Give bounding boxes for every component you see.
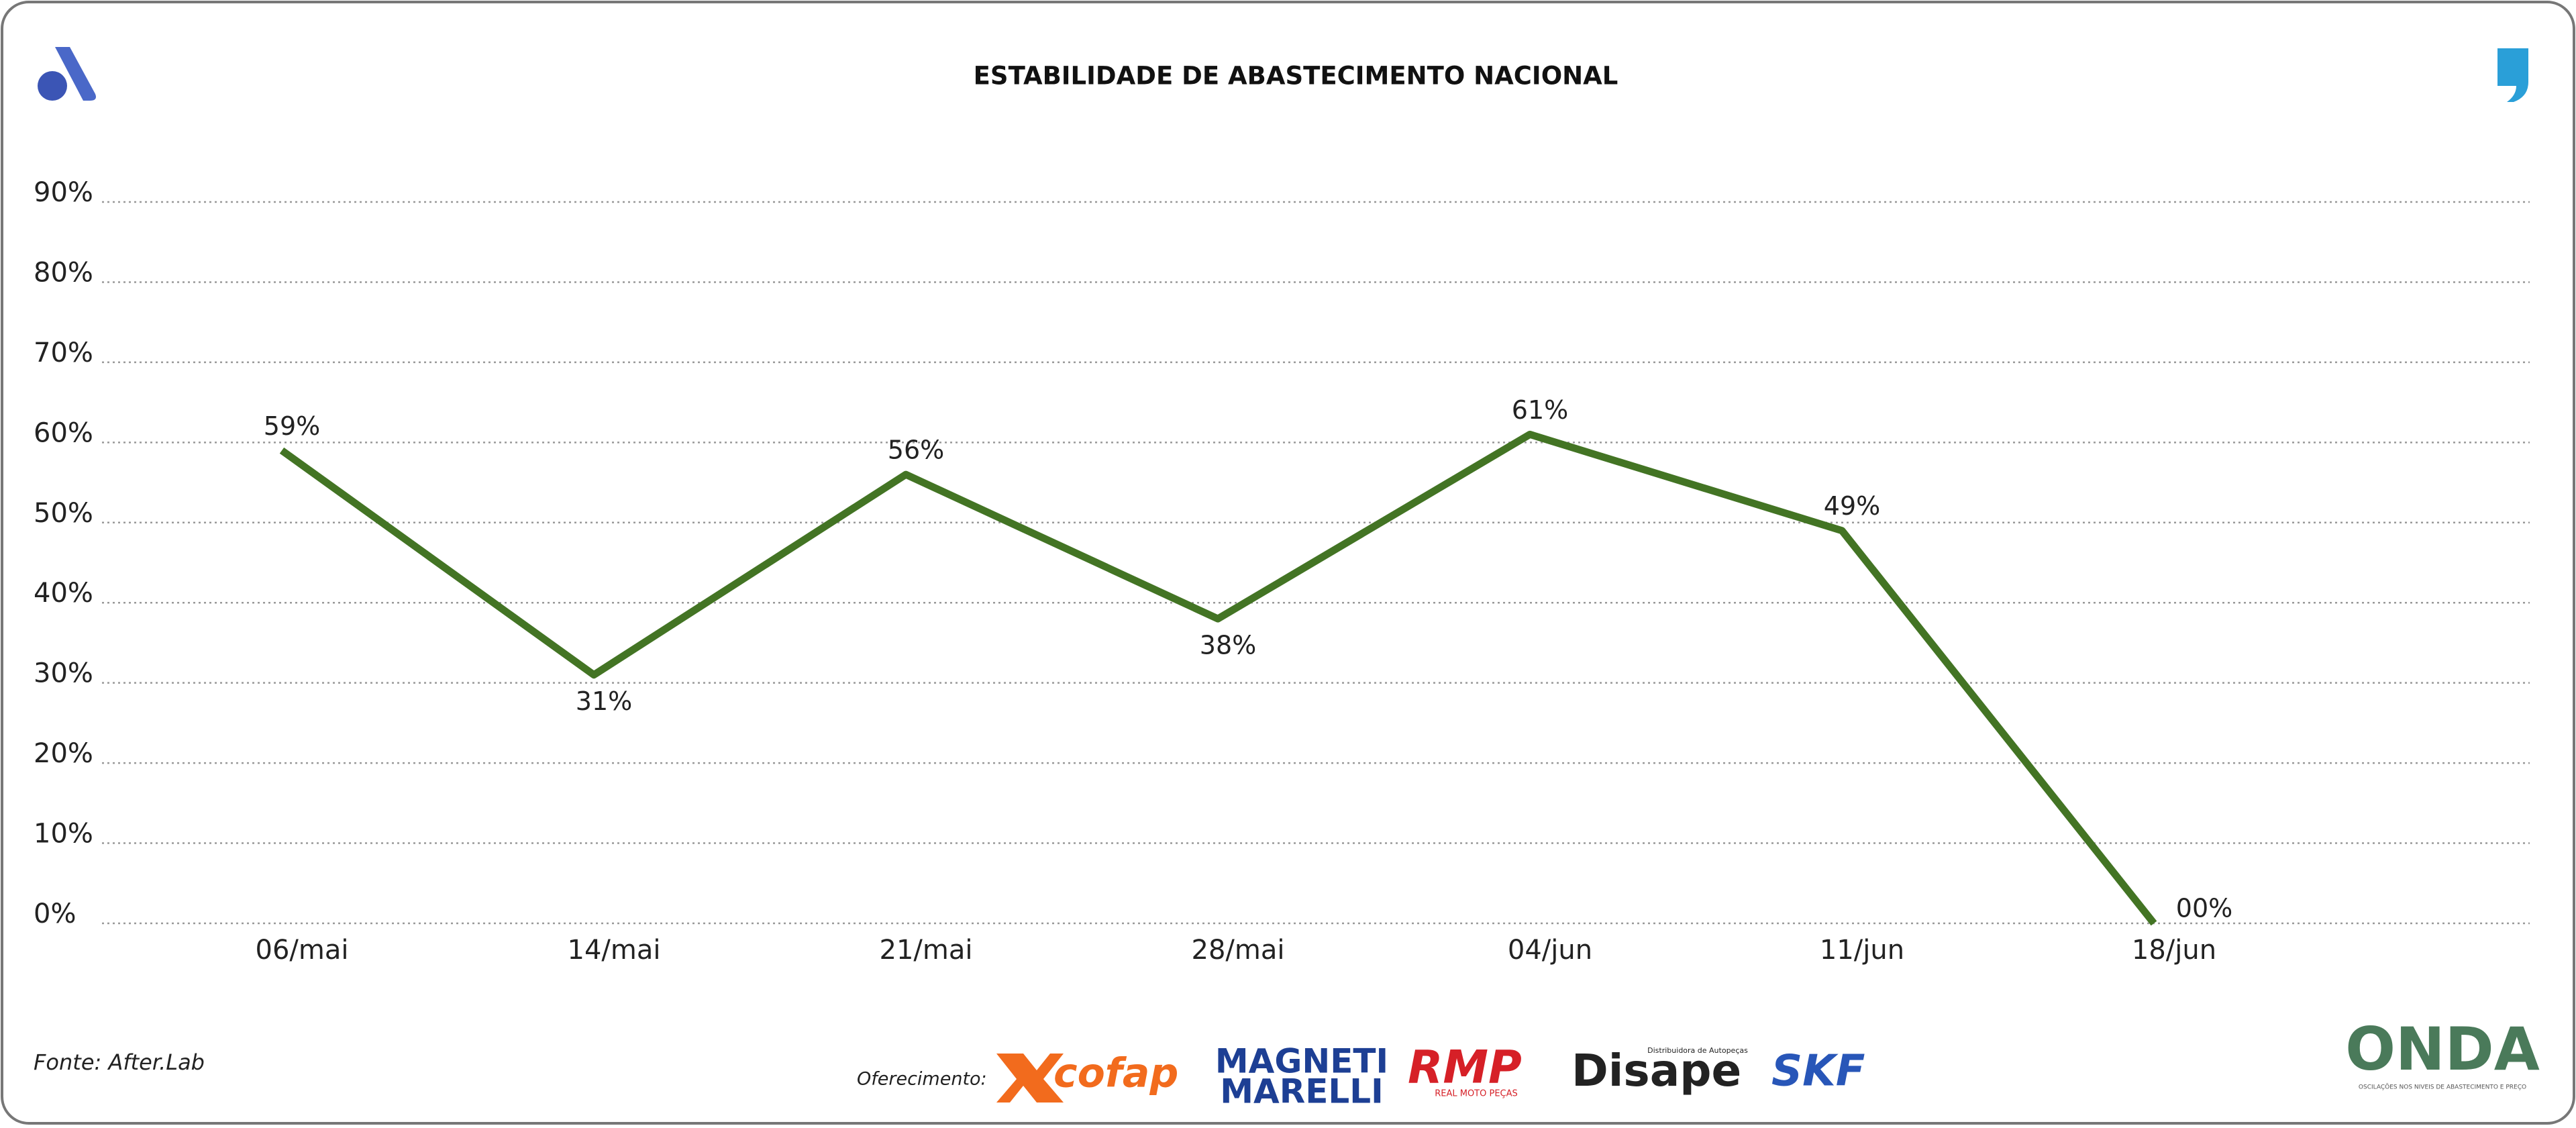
y-tick-label: 20% <box>34 738 93 769</box>
sponsor-logo: MAGNETI <box>1215 1042 1388 1081</box>
y-tick-label: 70% <box>34 338 93 368</box>
x-tick-label: 28/mai <box>1192 935 1285 966</box>
x-tick-label: 06/mai <box>256 935 349 966</box>
value-label: 59% <box>264 411 320 441</box>
sponsor-logo: Distribuidora de Autopeças <box>1647 1046 1748 1055</box>
value-label: 00% <box>2176 894 2232 923</box>
brand-logo: ONDA <box>2345 1015 2540 1084</box>
value-label: 31% <box>576 686 632 716</box>
y-tick-label: 40% <box>34 578 93 609</box>
source: Fonte: After.Lab <box>34 1049 205 1075</box>
y-tick-label: 10% <box>34 819 93 850</box>
y-tick-label: 80% <box>34 257 93 288</box>
plot: 0% 10% 20% 30% 40% 50% 60% 70% 80% 90% 06/mai 14/ma… <box>34 177 2530 966</box>
x-tick-label: 21/mai <box>880 935 973 966</box>
sponsor-logo: Disape <box>1572 1045 1741 1096</box>
cofap-icon <box>996 1054 1064 1103</box>
y-tick-label: 60% <box>34 417 93 448</box>
y-tick-label: 30% <box>34 658 93 689</box>
value-label: 56% <box>888 435 944 465</box>
sponsor-logo: RMP <box>1408 1041 1522 1094</box>
x-tick-label: 04/jun <box>1508 935 1592 966</box>
value-label: 38% <box>1200 631 1256 660</box>
sponsor-logos: cofap MAGNETI MARELLI RMP REAL MOTO PEÇA… <box>996 1041 1865 1111</box>
y-tick-label: 50% <box>34 498 93 529</box>
sponsor-logo: SKF <box>1771 1047 1865 1096</box>
sponsor-logo: REAL MOTO PEÇAS <box>1435 1089 1518 1099</box>
x-tick-label: 11/jun <box>1820 935 1904 966</box>
x-tick-label: 18/jun <box>2132 935 2216 966</box>
sponsor-logo: cofap <box>1053 1050 1178 1097</box>
logo-a <box>38 47 96 101</box>
sponsor-logo: MARELLI <box>1220 1072 1383 1111</box>
data-line <box>279 430 2157 926</box>
sponsor-label: Oferecimento: <box>857 1069 987 1090</box>
value-label: 61% <box>1512 395 1568 425</box>
y-tick-label: 90% <box>34 177 93 208</box>
y-tick-label: 0% <box>34 899 76 929</box>
value-label: 49% <box>1824 491 1880 521</box>
chart-title: ESTABILIDADE DE ABASTECIMENTO NACIONAL <box>974 62 1618 91</box>
quote-logo <box>2497 48 2528 102</box>
x-tick-label: 14/mai <box>568 935 661 966</box>
brand-tagline: OSCILAÇÕES NOS NIVEIS DE ABASTECIMENTO E… <box>2359 1083 2526 1091</box>
